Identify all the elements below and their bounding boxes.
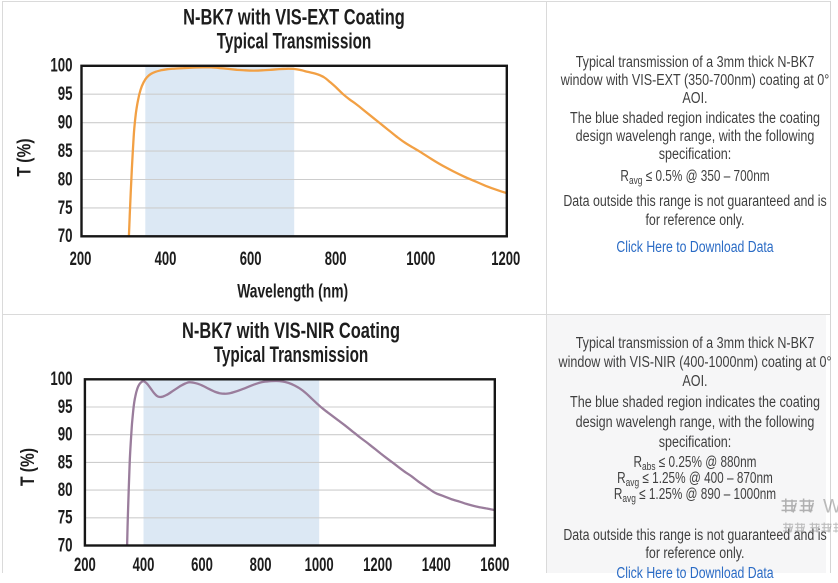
svg-text:75: 75 xyxy=(58,196,73,218)
svg-text:100: 100 xyxy=(50,368,72,390)
svg-text:1600: 1600 xyxy=(480,553,509,573)
svg-text:Wavelength (nm): Wavelength (nm) xyxy=(237,280,348,302)
svg-text:1200: 1200 xyxy=(491,247,520,269)
svg-text:100: 100 xyxy=(50,54,72,76)
svg-text:1200: 1200 xyxy=(363,553,392,573)
svg-text:N-BK7 with VIS-EXT Coating: N-BK7 with VIS-EXT Coating xyxy=(183,5,405,30)
svg-text:Typical Transmission: Typical Transmission xyxy=(217,30,372,55)
svg-text:T (%): T (%) xyxy=(13,138,35,176)
svg-text:N-BK7 with VIS-NIR Coating: N-BK7 with VIS-NIR Coating xyxy=(182,319,400,344)
svg-text:600: 600 xyxy=(191,553,213,573)
svg-text:800: 800 xyxy=(325,247,347,269)
svg-text:600: 600 xyxy=(240,247,262,269)
svg-text:80: 80 xyxy=(58,168,73,190)
svg-text:95: 95 xyxy=(58,395,73,417)
svg-text:85: 85 xyxy=(58,451,73,473)
svg-text:1400: 1400 xyxy=(422,553,451,573)
svg-text:Typical Transmission: Typical Transmission xyxy=(214,343,369,368)
svg-text:200: 200 xyxy=(70,247,92,269)
svg-text:80: 80 xyxy=(58,478,73,500)
svg-text:W: W xyxy=(823,496,838,518)
svg-text:T (%): T (%) xyxy=(17,448,39,486)
svg-text:800: 800 xyxy=(250,553,272,573)
svg-text:200: 200 xyxy=(74,553,96,573)
svg-text:85: 85 xyxy=(58,139,73,161)
svg-text:400: 400 xyxy=(133,553,155,573)
svg-text:95: 95 xyxy=(58,83,73,105)
svg-text:90: 90 xyxy=(58,111,73,133)
svg-text:1000: 1000 xyxy=(406,247,435,269)
svg-text:70: 70 xyxy=(58,534,73,556)
svg-text:90: 90 xyxy=(58,423,73,445)
svg-text:75: 75 xyxy=(58,506,73,528)
svg-text:70: 70 xyxy=(58,225,73,247)
svg-text:400: 400 xyxy=(155,247,177,269)
svg-text:1000: 1000 xyxy=(305,553,334,573)
